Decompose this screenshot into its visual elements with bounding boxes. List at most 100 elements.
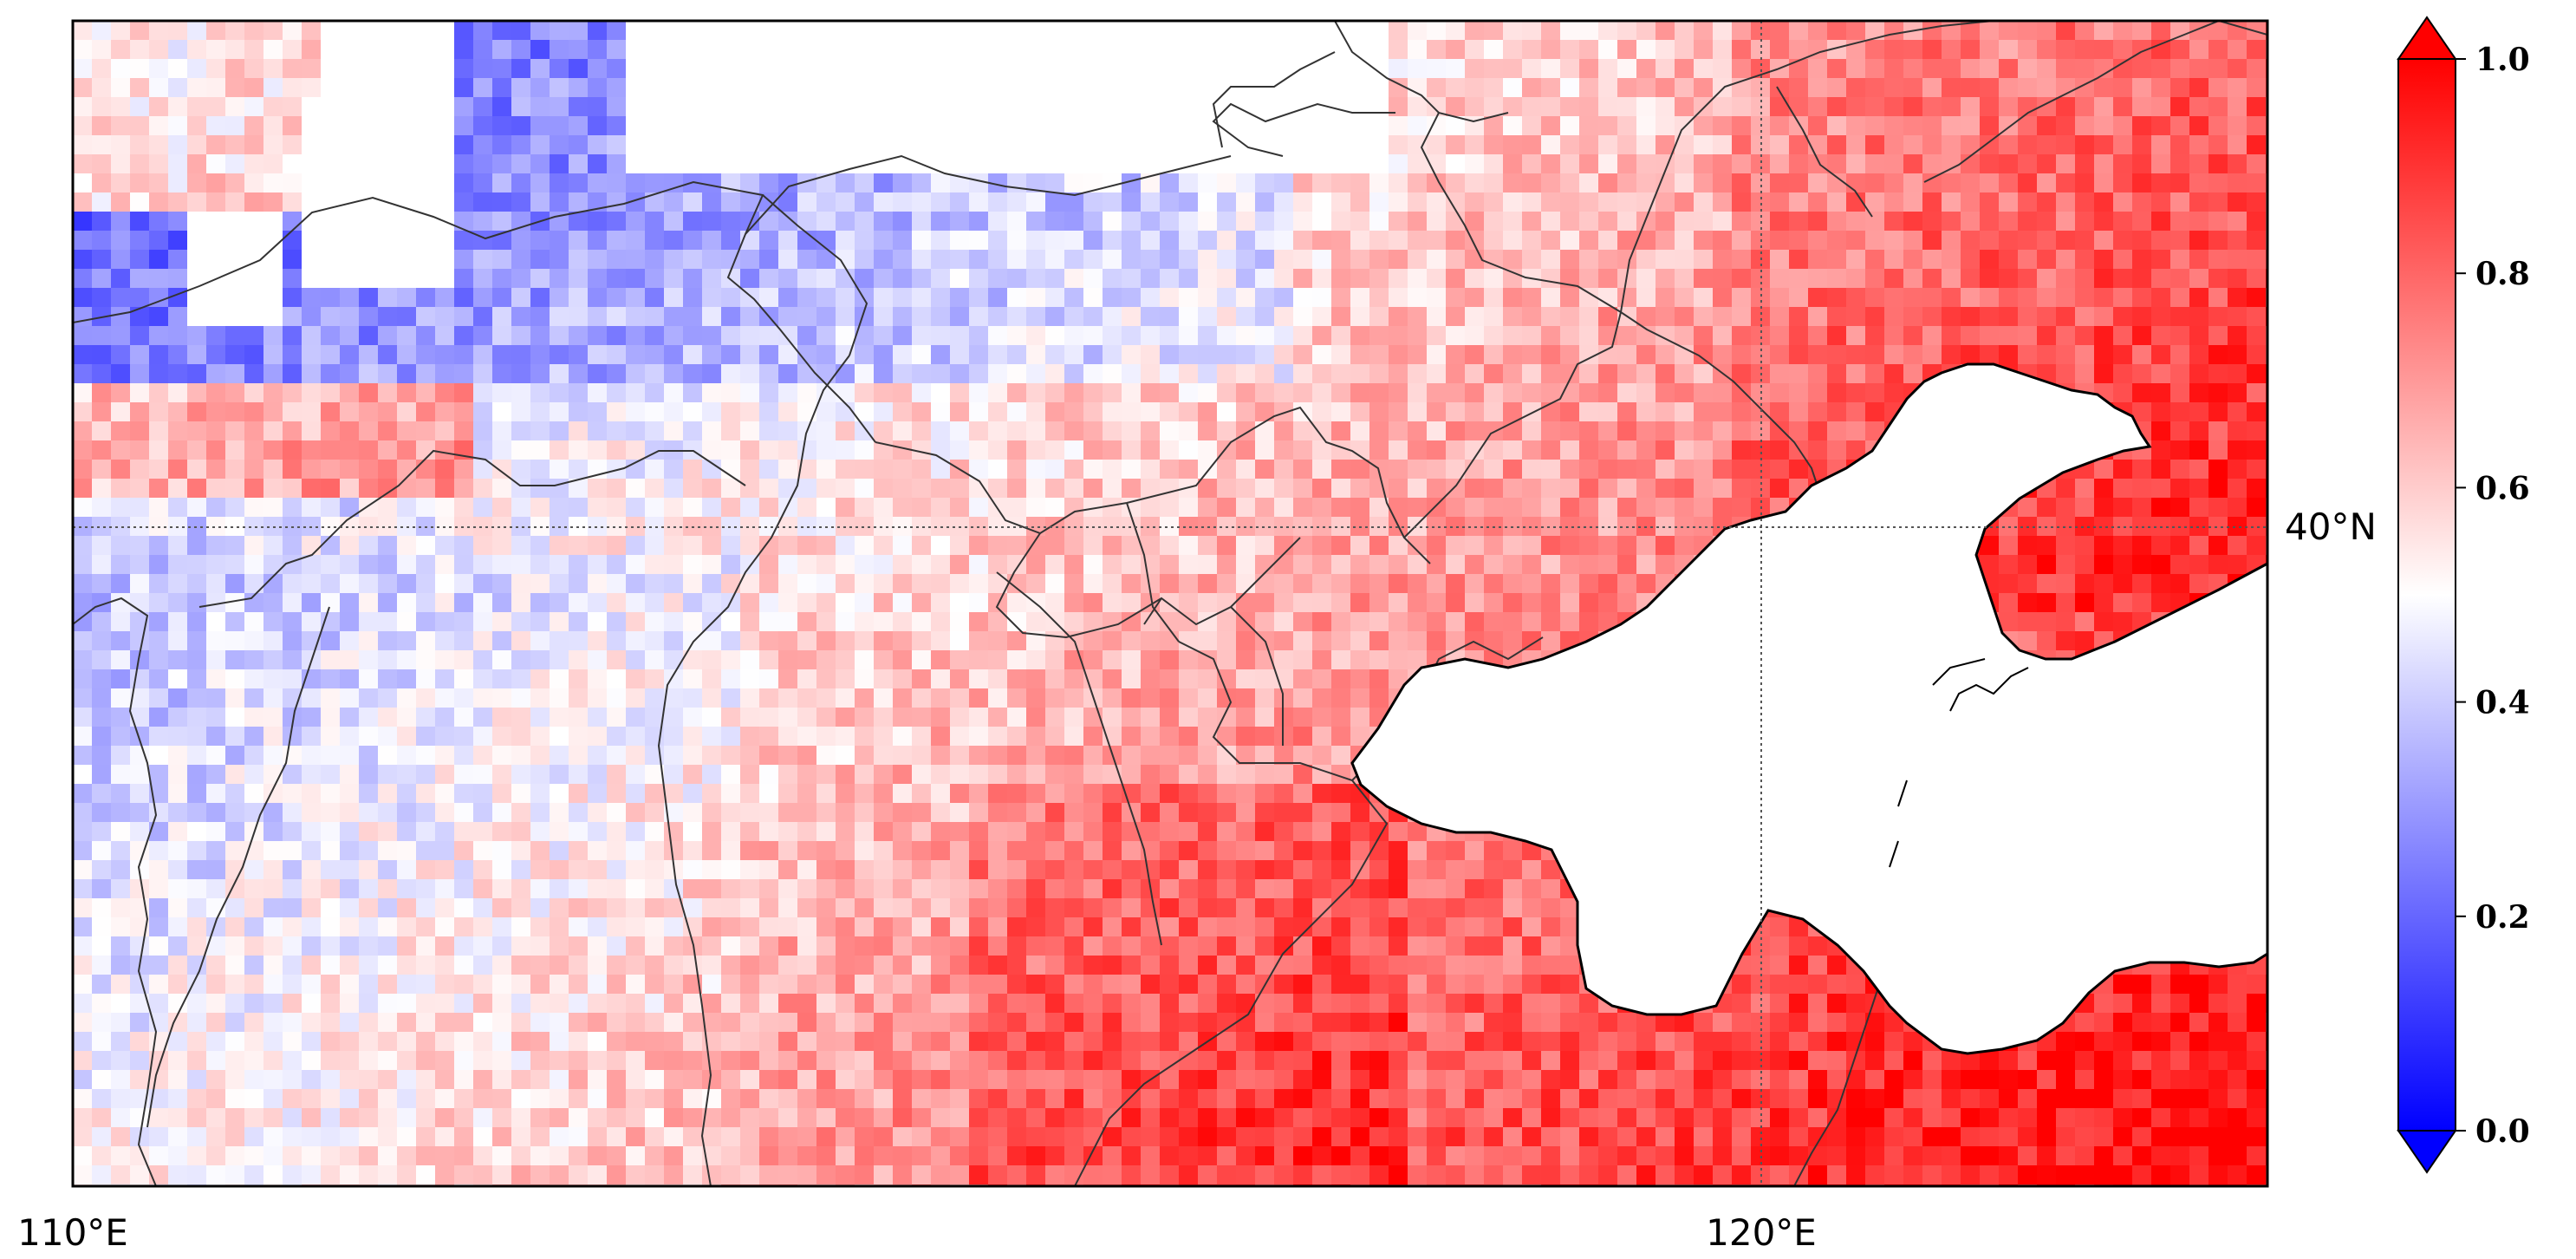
raster-cell — [721, 898, 740, 917]
raster-cell — [1026, 498, 1045, 517]
raster-cell — [2189, 192, 2208, 212]
raster-cell — [569, 498, 588, 517]
raster-cell — [1236, 631, 1255, 650]
raster-cell — [340, 612, 359, 631]
raster-cell — [511, 460, 530, 479]
raster-cell — [1160, 688, 1179, 708]
raster-cell — [1369, 192, 1389, 212]
raster-cell — [740, 669, 759, 688]
raster-cell — [1503, 326, 1522, 345]
raster-cell — [740, 650, 759, 669]
raster-cell — [1884, 154, 1903, 173]
raster-cell — [2228, 135, 2247, 154]
raster-cell — [1026, 250, 1045, 269]
raster-cell — [1026, 746, 1045, 765]
raster-cell — [1083, 746, 1103, 765]
raster-cell — [1980, 212, 1999, 231]
raster-cell — [244, 727, 263, 746]
raster-cell — [92, 116, 111, 135]
raster-cell — [359, 708, 378, 727]
raster-cell — [797, 841, 816, 860]
raster-cell — [1141, 288, 1160, 307]
raster-cell — [1617, 21, 1636, 40]
raster-cell — [893, 669, 912, 688]
raster-cell — [130, 307, 149, 326]
raster-cell — [1389, 421, 1408, 440]
raster-cell — [988, 574, 1007, 593]
raster-cell — [1122, 192, 1141, 212]
raster-cell — [2075, 97, 2094, 116]
raster-cell — [187, 78, 206, 97]
raster-cell — [2189, 154, 2208, 173]
raster-cell — [912, 669, 931, 688]
raster-cell — [263, 40, 283, 59]
raster-cell — [1141, 269, 1160, 288]
raster-cell — [1827, 212, 1846, 231]
raster-cell — [950, 269, 969, 288]
raster-cell — [1465, 135, 1484, 154]
raster-cell — [1484, 97, 1503, 116]
raster-cell — [73, 784, 92, 803]
raster-cell — [1579, 59, 1598, 78]
raster-cell — [1541, 97, 1560, 116]
raster-cell — [645, 383, 664, 402]
raster-cell — [1103, 326, 1122, 345]
raster-cell — [149, 78, 168, 97]
raster-cell — [1636, 154, 1656, 173]
raster-cell — [969, 460, 988, 479]
raster-cell — [836, 479, 855, 498]
raster-cell — [912, 250, 931, 269]
raster-cell — [244, 688, 263, 708]
raster-cell — [2208, 383, 2228, 402]
raster-cell — [2247, 440, 2266, 460]
raster-cell — [492, 860, 511, 879]
raster-cell — [1160, 784, 1179, 803]
raster-cell — [1503, 612, 1522, 631]
raster-cell — [2170, 154, 2189, 173]
raster-cell — [988, 746, 1007, 765]
raster-cell — [1103, 479, 1122, 498]
raster-cell — [1293, 383, 1312, 402]
raster-cell — [111, 536, 130, 555]
raster-cell — [893, 402, 912, 421]
raster-cell — [1827, 21, 1846, 40]
raster-cell — [1980, 269, 1999, 288]
raster-cell — [454, 212, 473, 231]
raster-cell — [473, 650, 492, 669]
raster-cell — [797, 383, 816, 402]
raster-cell — [416, 822, 435, 841]
raster-cell — [588, 593, 607, 612]
raster-cell — [1942, 250, 1961, 269]
raster-cell — [1865, 212, 1884, 231]
raster-cell — [893, 555, 912, 574]
raster-cell — [2075, 212, 2094, 231]
raster-cell — [1331, 822, 1350, 841]
raster-cell — [1961, 288, 1980, 307]
raster-cell — [1541, 593, 1560, 612]
raster-cell — [626, 421, 645, 440]
raster-cell — [1255, 784, 1274, 803]
raster-cell — [2208, 21, 2228, 40]
raster-cell — [1732, 250, 1751, 269]
raster-cell — [1446, 116, 1465, 135]
raster-cell — [2151, 78, 2170, 97]
raster-cell — [1503, 421, 1522, 440]
raster-cell — [2151, 364, 2170, 383]
raster-cell — [836, 250, 855, 269]
raster-cell — [397, 421, 416, 440]
raster-cell — [569, 574, 588, 593]
raster-cell — [206, 784, 225, 803]
raster-cell — [130, 803, 149, 822]
raster-cell — [912, 784, 931, 803]
raster-cell — [1408, 822, 1427, 841]
raster-cell — [1961, 78, 1980, 97]
raster-cell — [893, 440, 912, 460]
raster-cell — [645, 364, 664, 383]
raster-cell — [1846, 116, 1865, 135]
raster-cell — [874, 860, 893, 879]
raster-cell — [1579, 479, 1598, 498]
raster-cell — [1636, 345, 1656, 364]
raster-cell — [1560, 612, 1579, 631]
raster-cell — [2037, 135, 2056, 154]
raster-cell — [2132, 460, 2151, 479]
